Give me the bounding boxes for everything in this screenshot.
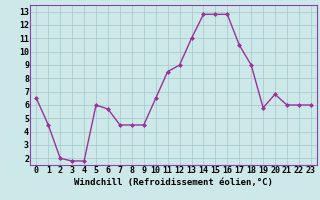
X-axis label: Windchill (Refroidissement éolien,°C): Windchill (Refroidissement éolien,°C) (74, 178, 273, 187)
